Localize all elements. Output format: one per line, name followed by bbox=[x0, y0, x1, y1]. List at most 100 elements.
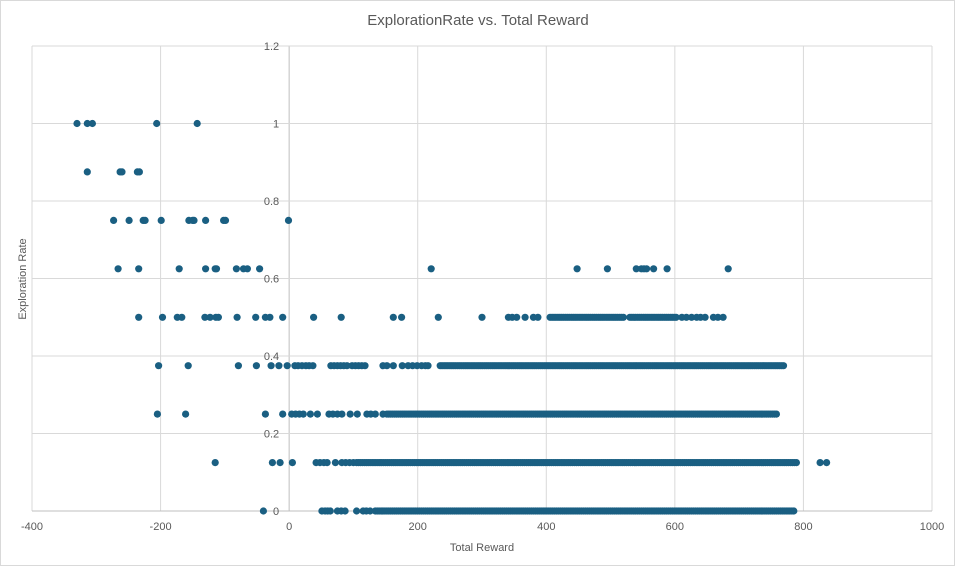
data-point bbox=[427, 265, 435, 273]
data-point bbox=[261, 410, 269, 418]
data-point bbox=[153, 119, 161, 128]
data-point bbox=[823, 459, 831, 467]
data-point bbox=[267, 362, 275, 370]
y-tick-label: 1.2 bbox=[264, 41, 279, 53]
data-point bbox=[175, 265, 183, 273]
data-point bbox=[603, 265, 612, 273]
data-point bbox=[232, 265, 240, 273]
x-tick-label: 800 bbox=[794, 521, 812, 533]
data-point bbox=[279, 313, 287, 321]
data-point bbox=[313, 410, 321, 418]
data-point bbox=[361, 362, 369, 370]
data-point bbox=[73, 119, 81, 128]
data-point bbox=[299, 410, 307, 418]
data-point bbox=[83, 119, 91, 128]
x-tick-label: -400 bbox=[21, 521, 43, 533]
y-tick-label: 0.6 bbox=[264, 274, 279, 286]
data-point bbox=[650, 265, 658, 273]
data-point bbox=[573, 265, 581, 273]
data-point bbox=[252, 362, 260, 370]
data-point bbox=[688, 313, 696, 321]
x-axis-title: Total Reward bbox=[450, 542, 514, 554]
data-point bbox=[398, 313, 406, 321]
y-tick-label: 0.8 bbox=[264, 196, 279, 208]
data-point bbox=[243, 265, 251, 273]
data-point bbox=[284, 216, 293, 224]
tick-labels: -400 -200 0 200 400 600 800 1000 0 0.2 0.4 0.6 0.8 1 1… bbox=[21, 41, 944, 533]
x-tick-label: 200 bbox=[409, 521, 427, 533]
data-point bbox=[310, 313, 318, 321]
x-tick-label: 1000 bbox=[920, 521, 944, 533]
data-point bbox=[193, 119, 201, 128]
data-points bbox=[73, 119, 831, 515]
data-point bbox=[672, 313, 680, 321]
data-point bbox=[663, 265, 671, 273]
data-point bbox=[779, 362, 788, 370]
data-point bbox=[212, 265, 221, 273]
data-point bbox=[353, 507, 361, 515]
data-point bbox=[221, 216, 230, 224]
data-point bbox=[252, 313, 260, 321]
data-point bbox=[158, 313, 167, 321]
data-point bbox=[214, 313, 222, 321]
data-point bbox=[719, 313, 727, 321]
data-point bbox=[259, 507, 267, 515]
data-point bbox=[309, 362, 317, 370]
data-point bbox=[816, 459, 824, 467]
data-point bbox=[178, 313, 186, 321]
data-point bbox=[283, 362, 291, 370]
data-point bbox=[202, 265, 210, 273]
data-point bbox=[190, 216, 198, 224]
data-point bbox=[366, 507, 374, 515]
data-point bbox=[88, 119, 96, 128]
x-tick-label: 400 bbox=[537, 521, 555, 533]
gridlines bbox=[31, 45, 933, 512]
y-tick-label: 0 bbox=[273, 506, 279, 518]
data-point bbox=[114, 265, 122, 273]
data-point bbox=[256, 265, 264, 273]
x-tick-label: -200 bbox=[150, 521, 172, 533]
data-point bbox=[643, 265, 651, 273]
data-point bbox=[157, 216, 165, 224]
data-point bbox=[619, 313, 628, 321]
data-point bbox=[153, 410, 161, 418]
data-point bbox=[632, 265, 640, 273]
data-point bbox=[353, 410, 361, 418]
data-point bbox=[211, 459, 219, 467]
data-point bbox=[326, 507, 334, 515]
data-point bbox=[331, 459, 339, 467]
data-point bbox=[323, 459, 331, 467]
data-point bbox=[790, 507, 798, 515]
data-point bbox=[268, 459, 276, 467]
data-point bbox=[772, 410, 781, 418]
data-point bbox=[206, 313, 214, 321]
data-point bbox=[135, 313, 143, 321]
data-point bbox=[279, 410, 287, 418]
data-point bbox=[534, 313, 542, 321]
data-point bbox=[424, 362, 432, 370]
data-point bbox=[110, 216, 118, 224]
data-point bbox=[234, 362, 242, 370]
data-point bbox=[513, 313, 521, 321]
y-tick-label: 0.4 bbox=[264, 351, 279, 363]
data-point bbox=[478, 313, 486, 321]
data-point bbox=[338, 410, 346, 418]
data-point bbox=[389, 313, 397, 321]
data-point bbox=[682, 313, 691, 321]
data-point bbox=[275, 362, 283, 370]
data-point bbox=[346, 410, 354, 418]
data-point bbox=[792, 459, 801, 467]
data-point bbox=[201, 313, 209, 321]
data-point bbox=[184, 362, 192, 370]
data-point bbox=[341, 507, 349, 515]
data-point bbox=[276, 459, 284, 467]
data-point bbox=[233, 313, 241, 321]
data-point bbox=[521, 313, 529, 321]
data-point bbox=[337, 313, 345, 321]
data-point bbox=[202, 216, 210, 224]
data-point bbox=[306, 410, 314, 418]
data-point bbox=[371, 410, 379, 418]
data-point bbox=[182, 410, 190, 418]
